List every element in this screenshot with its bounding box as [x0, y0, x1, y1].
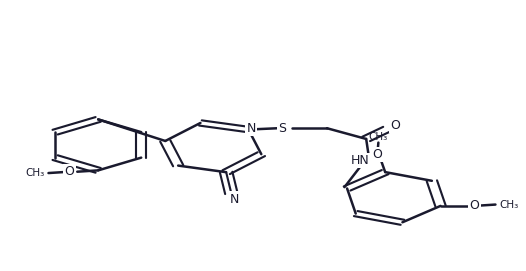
Text: O: O [65, 165, 74, 178]
Text: N: N [229, 192, 239, 205]
Text: CH₃: CH₃ [369, 132, 388, 142]
Text: O: O [470, 199, 480, 212]
Text: HN: HN [350, 154, 369, 167]
Text: N: N [246, 122, 256, 135]
Text: S: S [278, 122, 287, 135]
Text: CH₃: CH₃ [26, 168, 45, 178]
Text: CH₃: CH₃ [499, 199, 518, 209]
Text: O: O [372, 148, 382, 161]
Text: O: O [390, 119, 400, 132]
